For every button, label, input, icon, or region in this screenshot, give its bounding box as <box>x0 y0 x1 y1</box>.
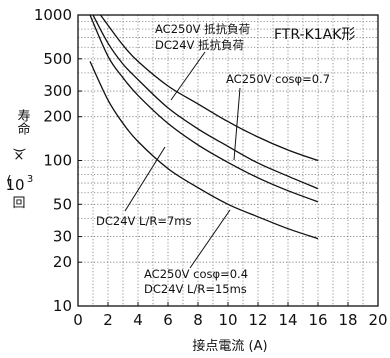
y-label-top: 寿命 <box>15 109 31 135</box>
annotation-leaders <box>124 51 241 269</box>
life-curve-1 <box>99 14 319 162</box>
x-tick-label: 4 <box>133 311 143 329</box>
y-label-close: ) <box>12 147 27 152</box>
annotation-resistive-dc: DC24V 抵抗負荷 <box>155 38 244 52</box>
y-tick-label: 300 <box>43 82 72 100</box>
x-axis-label: 接点電流 (A) <box>192 338 267 354</box>
annotation-leader <box>233 87 241 161</box>
life-curve-2 <box>92 14 319 190</box>
x-tick-label: 8 <box>193 311 203 329</box>
y-tick-label: 30 <box>53 228 72 246</box>
x-tick-label: 6 <box>163 311 173 329</box>
annotation-dc-lr15: DC24V L/R=15ms <box>144 282 247 296</box>
annotation-cos07: AC250V cosφ=0.7 <box>226 72 330 86</box>
annotation-leader <box>124 146 166 212</box>
grid <box>78 15 378 306</box>
y-label-times: × <box>14 149 25 164</box>
y-tick-label: 10 <box>53 297 72 315</box>
y-tick-label: 200 <box>43 108 72 126</box>
y-tick-label: 1000 <box>34 6 72 24</box>
y-tick-label: 50 <box>53 195 72 213</box>
annotation-dc-lr7: DC24V L/R=7ms <box>96 214 191 228</box>
y-tick-label: 100 <box>43 152 72 170</box>
y-label-base: 10 <box>5 176 24 194</box>
y-label-exp: 3 <box>27 174 33 185</box>
y-tick-label: 20 <box>53 253 72 271</box>
x-tick-label: 12 <box>248 311 267 329</box>
annotation-leader <box>189 209 231 269</box>
x-tick-label: 10 <box>218 311 237 329</box>
x-tick-label: 2 <box>103 311 113 329</box>
annotation-leader <box>170 51 206 101</box>
curves <box>89 14 319 240</box>
x-tick-label: 14 <box>278 311 297 329</box>
y-axis-label: 寿命 ( × 10 3 回 ) <box>5 109 33 211</box>
life-curve-3 <box>89 14 319 203</box>
y-tick-label: 500 <box>43 50 72 68</box>
y-label-paren-open: ( <box>6 174 11 189</box>
x-tick-label: 20 <box>368 311 387 329</box>
annotation-resistive-ac: AC250V 抵抗負荷 <box>155 22 250 36</box>
life-curve-4 <box>89 61 319 240</box>
model-label: FTR-K1AK形 <box>274 27 355 43</box>
x-tick-label: 16 <box>308 311 327 329</box>
axis-ticks: 0 2 4 6 8 10 12 14 16 18 20 1000 500 300 200 100 50 30 20 1… <box>34 6 388 329</box>
x-tick-label: 0 <box>73 311 83 329</box>
annotation-cos04: AC250V cosφ=0.4 <box>144 267 248 281</box>
x-tick-label: 18 <box>338 311 357 329</box>
y-label-suffix: 回 <box>12 196 25 211</box>
